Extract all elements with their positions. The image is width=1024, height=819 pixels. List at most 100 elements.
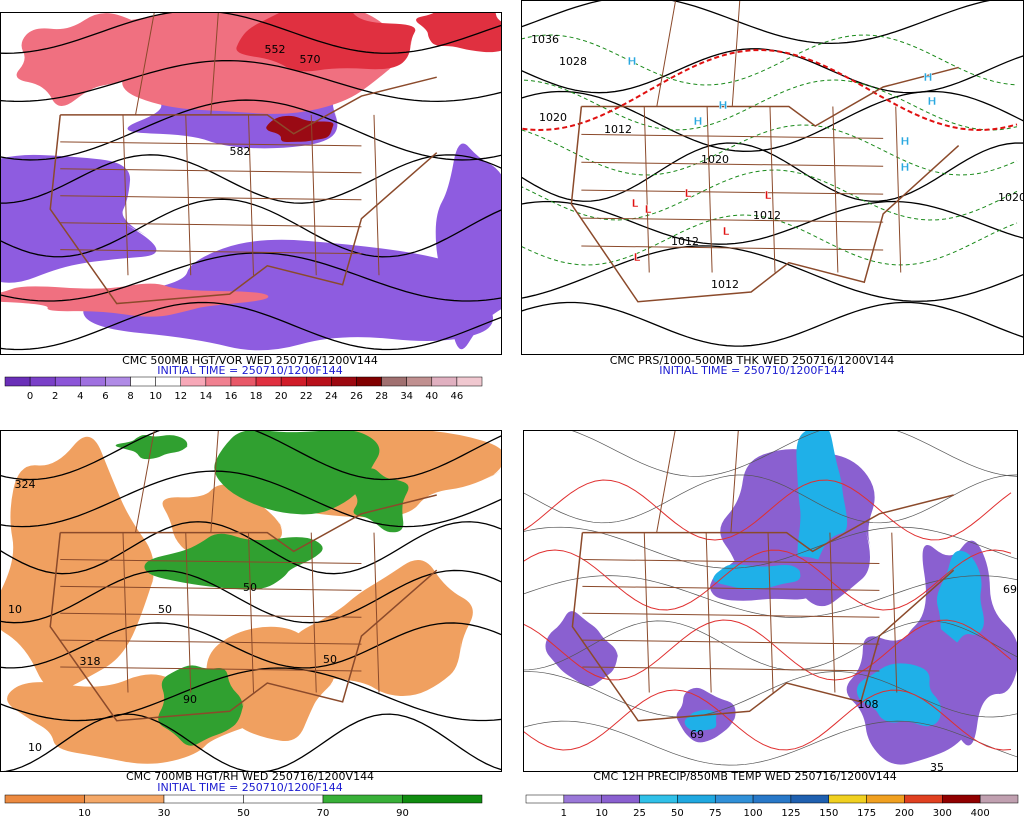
contour [523,720,1018,766]
state-border [767,532,774,693]
contour [0,59,502,103]
state-border [310,114,317,276]
contour [569,430,1018,477]
colorbar-label: 8 [127,391,133,402]
contour-label: 582 [230,145,251,158]
colorbar-segment [563,794,602,804]
colorbar-label: 300 [933,808,952,819]
colorbar-segment [402,794,483,804]
contour [0,12,502,54]
colorbar-segment [381,376,407,387]
colorbar-segment [866,794,905,804]
colorbar-segment [180,376,207,387]
state-border [582,639,880,645]
state-border [832,106,839,273]
shaded-field [266,115,334,142]
contour-label: 552 [265,43,286,56]
map-area: 324 318 10 10 50 50 90 50 [0,430,502,772]
contour-label: 1020 [701,153,729,166]
colorbar-segment [230,376,257,387]
colorbar-label: 200 [895,808,914,819]
contour [0,521,502,575]
pressure-center: H [627,55,636,68]
contour [521,245,1024,302]
colorbar-label: 40 [425,391,438,402]
state-border [891,532,898,693]
contour-label: 69 [690,728,704,741]
temperature-contour [523,479,1012,541]
contour [0,252,502,302]
contour-label: 35 [930,761,944,774]
colorbar-label: 34 [400,391,413,402]
contour [523,526,1018,569]
state-border [310,532,317,693]
pressure-center: H [900,161,909,174]
map-area: 69 108 35 69 [523,430,1018,774]
contour-label: 50 [243,581,257,594]
colorbar-label: 28 [375,391,388,402]
province-border [135,430,155,533]
colorbar-segment [456,376,483,387]
state-border [705,532,712,693]
state-border [185,114,192,276]
contour-label: 1012 [671,235,699,248]
contour [521,48,1024,94]
coastline [571,532,955,722]
state-border [582,666,880,672]
colorbar-label: 10 [149,391,162,402]
shaded-field [0,283,273,317]
colorbar-segment [714,794,754,804]
contour [0,622,502,669]
colorbar-segment [790,794,830,804]
panel-title: CMC 500MB HGT/VOR WED 250716/1200V144 [122,354,378,367]
thickness-contour [521,214,1018,266]
pressure-center: H [718,99,727,112]
state-border [60,666,362,672]
contour [0,198,502,258]
panel-title: CMC 700MB HGT/RH WED 250716/1200V144 [126,770,374,783]
colorbar-label: 90 [396,808,409,819]
pressure-center: H [923,71,932,84]
coastline [49,532,438,722]
colorbar-label: 50 [671,808,684,819]
state-border [581,245,884,251]
colorbar-segment [80,376,106,387]
temperature-contour [523,689,1012,751]
shaded-field [0,436,160,691]
contour-label: 69 [1003,583,1017,596]
panel-title: CMC 12H PRECIP/850MB TEMP WED 250716/120… [593,770,896,783]
map-panel: 69 108 35 69 CMC 12H PRECIP/850MB TEMP WED 2… [523,430,1019,819]
province-border [656,430,676,533]
colorbar-label: 30 [158,808,171,819]
contour [0,154,502,204]
colorbar-segment [331,376,357,387]
country-border [60,76,437,135]
colorbar-segment [828,794,867,804]
colorbar-label: 24 [325,391,338,402]
colorbar-segment [431,376,458,387]
contour-label: 1012 [753,209,781,222]
pressure-center: H [693,115,702,128]
pressure-center: L [722,225,729,238]
colorbar-segment [677,794,716,804]
contour [521,200,1024,245]
colorbar-segment [942,794,981,804]
initial-time: INITIAL TIME = 250710/1200F144 [659,364,844,377]
state-border [895,106,902,273]
contour [523,474,1018,524]
state-border [581,133,884,139]
map-frame [0,12,502,355]
panel-title: CMC PRS/1000-500MB THK WED 250716/1200V1… [610,354,895,367]
state-border [60,195,362,201]
province-border [731,0,741,107]
colorbar-label: 175 [857,808,876,819]
map-frame [523,430,1018,772]
colorbar-segment [4,376,31,387]
contour [0,569,502,624]
contour-label: 10 [8,603,22,616]
colorbar-segment [525,794,565,804]
map-area: 103610281020101210201012101210121020HHHH… [521,0,1024,355]
contour-label: 1012 [604,123,632,136]
province-border [730,430,739,533]
